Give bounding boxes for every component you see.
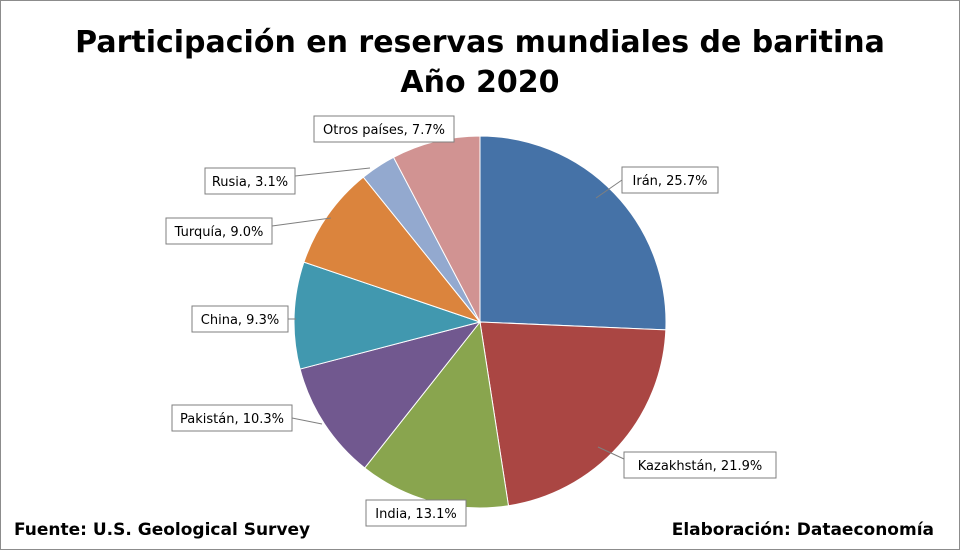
data-label-box — [365, 499, 467, 527]
pie-slice-pakistán — [299, 321, 482, 469]
data-label-box — [204, 167, 296, 195]
data-label-box — [313, 115, 455, 143]
leader-line — [271, 217, 332, 227]
chart-subtitle: Año 2020 — [400, 65, 560, 100]
data-label: Irán, 25.7% — [633, 174, 708, 189]
pie-slice-turquía — [303, 176, 482, 324]
data-label: Turquía, 9.0% — [174, 225, 264, 240]
pie-slice-china — [293, 261, 482, 370]
data-label: China, 9.3% — [201, 313, 279, 328]
pie-slice-kazakhstán — [479, 321, 667, 507]
data-label-box — [623, 451, 777, 479]
source-note: Fuente: U.S. Geological Survey — [14, 520, 311, 540]
data-label: Pakistán, 10.3% — [180, 412, 284, 427]
chart-title: Participación en reservas mundiales de b… — [75, 25, 885, 60]
data-label: Otros países, 7.7% — [323, 123, 445, 138]
data-label: Rusia, 3.1% — [212, 175, 288, 190]
data-label-box — [191, 305, 289, 333]
leader-line — [595, 179, 623, 199]
pie-slice-irán — [479, 135, 667, 331]
credit-note: Elaboración: Dataeconomía — [671, 520, 934, 540]
leader-line — [294, 167, 371, 177]
data-label-box — [621, 166, 719, 194]
data-label-box — [171, 404, 293, 432]
data-label: India, 13.1% — [375, 507, 456, 522]
leader-line — [597, 446, 625, 460]
data-label: Kazakhstán, 21.9% — [638, 459, 762, 474]
data-label-box — [165, 217, 273, 245]
leader-line — [291, 417, 323, 425]
